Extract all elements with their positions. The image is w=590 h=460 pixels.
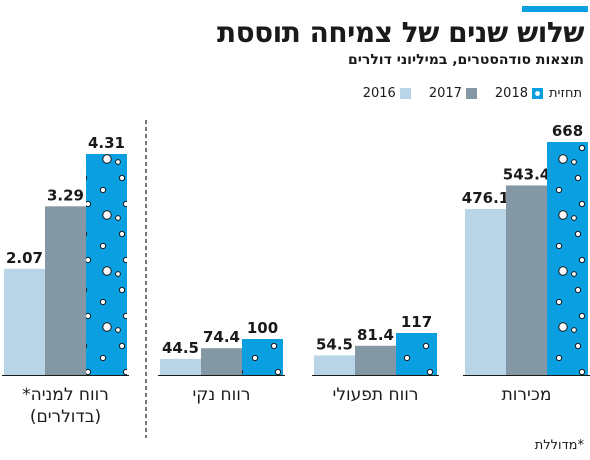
chart-subtitle: תוצאות סודהסטרים, במיליוני דולרים: [348, 52, 584, 68]
category-label-panel4-line1: רווח למניה*: [22, 385, 109, 405]
legend-label-2017: 2017: [428, 85, 462, 101]
bar-panel1-2017: [506, 185, 547, 375]
bar-panel4-2017: [45, 206, 86, 375]
chart-title: שלוש שנים של צמיחה תוססת: [216, 16, 585, 49]
legend-item-2018: תחזית 2018: [495, 86, 584, 101]
bar-panel2-2018: [396, 333, 437, 375]
legend-swatch-2016: [399, 87, 411, 99]
value-label-panel4-2017: 3.29: [47, 186, 84, 204]
value-label-panel2-2017: 81.4: [357, 326, 394, 344]
bar-panel1-2018: [547, 142, 588, 375]
value-label-panel3-2018: 100: [247, 319, 278, 337]
category-label-panel3: רווח נקי: [192, 385, 250, 405]
value-label-panel2-2018: 117: [401, 313, 432, 331]
bar-panel4-2018: [86, 154, 127, 375]
accent-bar: [522, 6, 588, 12]
value-label-panel4-2018: 4.31: [88, 134, 125, 152]
legend-item-2017: 2017: [429, 86, 481, 101]
value-label-panel4-2016: 2.07: [6, 249, 43, 267]
value-label-panel2-2016: 54.5: [316, 335, 353, 353]
legend-label-2016: 2016: [362, 85, 396, 101]
bar-panel3-2016: [160, 358, 201, 375]
legend-label-2018: 2018: [494, 85, 528, 101]
value-label-panel3-2016: 44.5: [162, 339, 199, 357]
legend-swatch-2018: [532, 87, 543, 99]
bar-panel1-2016: [465, 208, 506, 375]
legend: תחזית 2018 2017 2016: [363, 84, 584, 102]
value-label-panel3-2017: 74.4: [203, 328, 240, 346]
category-label-panel1: מכירות: [502, 385, 552, 405]
value-label-panel1-2017: 543.4: [503, 165, 550, 183]
legend-item-2016: 2016: [363, 86, 415, 101]
category-label-panel4-line2: (בדולרים): [30, 407, 101, 427]
value-label-panel1-2018: 668: [552, 122, 583, 140]
bar-panel2-2016: [314, 355, 355, 375]
bar-panel2-2017: [355, 345, 396, 375]
bar-panel3-2017: [201, 348, 242, 375]
legend-swatch-2017: [465, 87, 477, 99]
bar-panel4-2016: [4, 268, 45, 375]
legend-forecast-label: תחזית: [549, 85, 582, 101]
value-label-panel1-2016: 476.1: [462, 189, 509, 207]
bar-panel3-2018: [242, 339, 283, 375]
footnote: *מדוללת: [534, 438, 584, 453]
category-label-panel2: רווח תפעולי: [333, 385, 419, 405]
